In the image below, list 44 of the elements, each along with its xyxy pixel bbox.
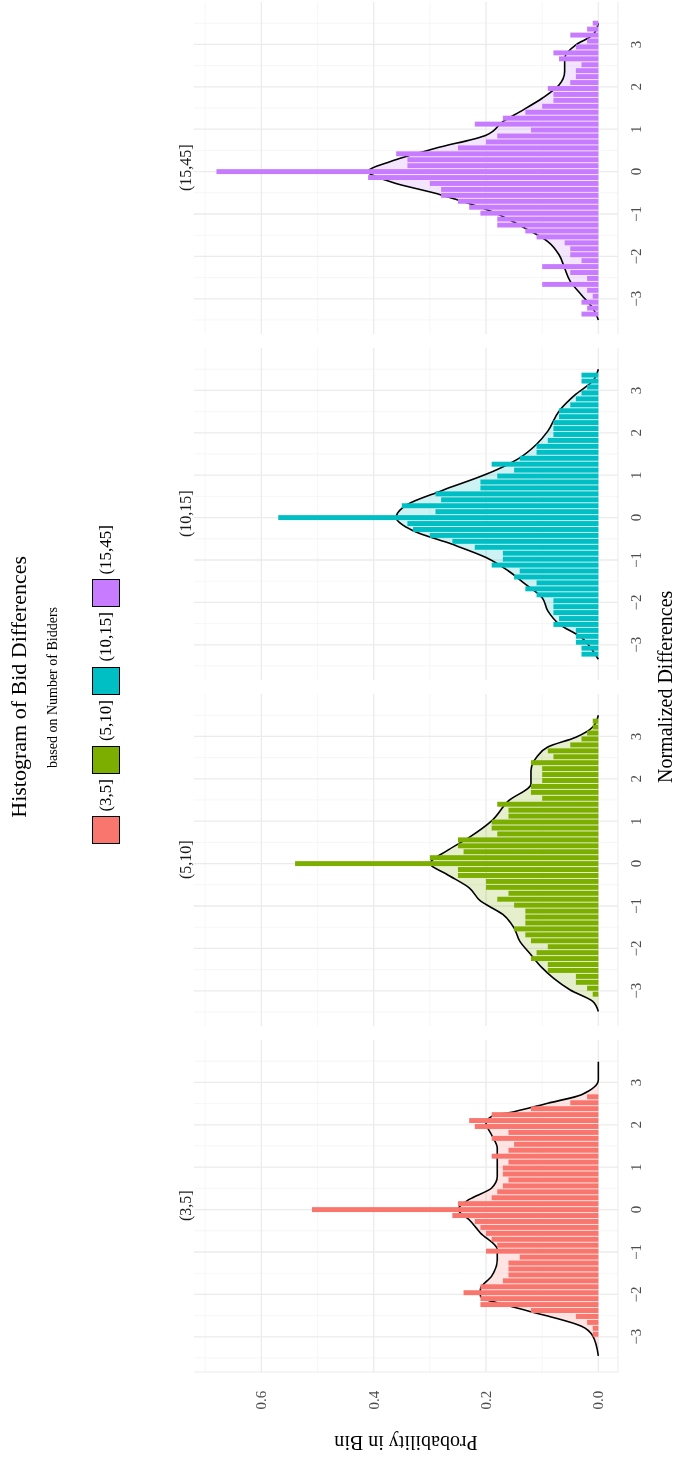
y-tick-label: 1 <box>628 817 644 825</box>
y-tick-label: 2 <box>628 83 644 91</box>
y-tick-label: 2 <box>628 1121 644 1129</box>
y-tick-label: −3 <box>628 636 644 653</box>
y-tick-label: 0 <box>628 513 644 522</box>
y-tick-label: −2 <box>628 940 644 957</box>
y-tick-label: −1 <box>628 552 644 568</box>
text: based on Number of Bidders <box>44 606 61 768</box>
y-tick-label: −3 <box>628 1328 644 1345</box>
y-tick-label: −1 <box>628 1244 644 1260</box>
text: (3,5] <box>95 778 116 812</box>
y-tick-label: 1 <box>628 1163 644 1171</box>
y-tick-label: 3 <box>628 732 644 741</box>
text: (15,45] <box>95 524 116 575</box>
y-tick-label: −3 <box>628 290 644 307</box>
y-tick-label: −2 <box>628 248 644 265</box>
y-tick-label: 3 <box>628 40 644 49</box>
x-tick-label: 0.4 <box>365 1390 382 1410</box>
y-tick-label: 0 <box>628 167 644 176</box>
x-tick-label: 0.2 <box>478 1390 495 1410</box>
y-tick-label: 1 <box>628 471 644 479</box>
x-tick-label: 0.0 <box>590 1390 607 1410</box>
text: (10,15] <box>176 489 196 540</box>
text: Normalized Differences <box>653 589 677 786</box>
y-tick-label: 0 <box>628 1205 644 1214</box>
y-tick-label: −1 <box>628 898 644 914</box>
y-tick-label: 0 <box>628 859 644 868</box>
text: (5,10] <box>95 699 116 741</box>
y-tick-label: 3 <box>628 386 644 395</box>
y-tick-label: −1 <box>628 206 644 222</box>
y-tick-label: −2 <box>628 1286 644 1303</box>
text: (10,15] <box>95 612 116 662</box>
text: (15,45] <box>176 143 196 194</box>
y-tick-label: 1 <box>628 125 644 133</box>
text: (5,10] <box>176 839 196 882</box>
y-tick-label: 2 <box>628 429 644 437</box>
y-tick-label: 2 <box>628 775 644 783</box>
text: Histogram of Bid Differences <box>5 556 32 818</box>
y-tick-label: −2 <box>628 594 644 611</box>
y-tick-label: −3 <box>628 982 644 999</box>
x-tick-label: 0.6 <box>253 1390 270 1410</box>
y-tick-label: 3 <box>628 1078 644 1087</box>
x-axis-title: Probability in Bin <box>333 1430 479 1456</box>
text: (3,5] <box>176 1189 196 1224</box>
